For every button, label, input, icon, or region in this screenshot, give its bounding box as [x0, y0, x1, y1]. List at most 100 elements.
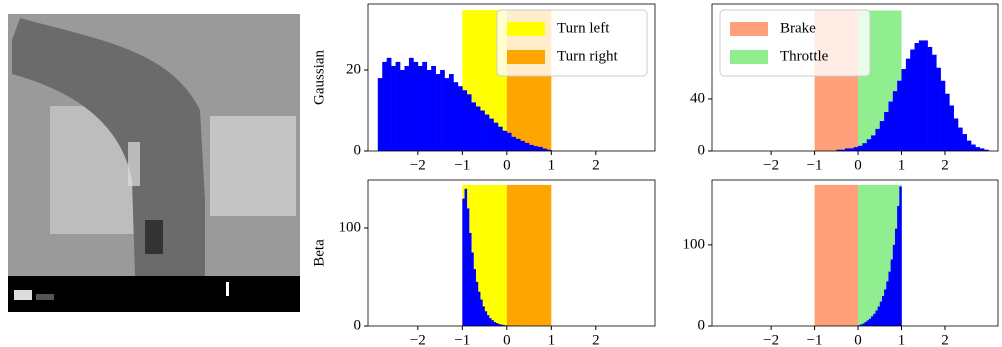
axes-frame [367, 3, 656, 152]
histogram-bar [489, 318, 492, 326]
histogram-bar [866, 139, 872, 151]
legend-swatch [730, 22, 768, 36]
histogram-bar [480, 299, 483, 326]
histogram-bar [482, 306, 485, 326]
histogram-bar [949, 105, 954, 151]
histogram-bar [984, 149, 989, 151]
histogram-bar [480, 110, 485, 151]
histogram-bar [453, 82, 459, 151]
histogram-bar [901, 69, 907, 151]
histogram-bar [962, 134, 968, 151]
span [506, 184, 552, 326]
x-tick-label: 0 [854, 157, 862, 173]
histogram-bar [966, 140, 972, 151]
histogram-bar [840, 149, 846, 151]
x-tick-label: 1 [898, 332, 906, 347]
y-axis-label: Beta [311, 239, 327, 267]
histogram-bar [875, 310, 878, 326]
histogram-bar [484, 311, 488, 326]
histogram-bar [873, 313, 876, 326]
histogram-bar [897, 80, 902, 151]
histogram-bar [888, 101, 894, 151]
histogram-bar [497, 324, 501, 326]
histogram-bar [866, 320, 870, 326]
histogram-bar [466, 94, 472, 151]
histogram-bar [871, 135, 876, 151]
histogram-bar [875, 128, 881, 151]
histogram-bar [533, 146, 539, 151]
histogram-bar [979, 148, 985, 151]
histogram-bar [910, 49, 915, 151]
histogram-bar [845, 148, 850, 151]
histogram-bar [471, 252, 474, 326]
x-tick-label: 0 [503, 332, 511, 347]
histogram-bar [444, 78, 450, 151]
histogram-bar [936, 67, 941, 151]
histogram-bar [858, 145, 863, 151]
x-tick-label: 2 [592, 332, 600, 347]
histogram-bar [927, 46, 933, 152]
histogram-bar [475, 281, 479, 326]
y-tick-label: 0 [354, 317, 362, 333]
histogram-bar [464, 188, 468, 326]
histogram-bar [448, 74, 454, 151]
histogram-bar [435, 74, 441, 151]
histogram-bar [542, 148, 548, 151]
histogram-bar [477, 291, 481, 326]
histogram-bar [897, 205, 900, 326]
histogram-bar [884, 111, 889, 151]
histogram-bar [879, 121, 885, 151]
axes-frame [711, 179, 999, 327]
y-tick-label: 0 [354, 142, 362, 158]
histogram-bar [868, 318, 872, 326]
histogram-bar [462, 198, 465, 326]
histogram-bar [457, 86, 463, 151]
histogram-bar [495, 323, 499, 326]
histogram-bar [466, 208, 470, 326]
histogram-bar [892, 91, 898, 151]
histogram-bar [462, 90, 468, 151]
histogram-bar [400, 70, 405, 151]
y-tick-label: 100 [339, 219, 362, 235]
x-tick-label: −2 [410, 157, 426, 173]
histogram-bar [877, 306, 881, 326]
histogram-bar [853, 147, 859, 151]
histogram-bar [546, 149, 552, 151]
histogram-bar [879, 301, 883, 326]
histogram-bar [975, 147, 981, 151]
x-tick-label: 1 [548, 157, 556, 173]
histogram-bar [923, 40, 928, 152]
histogram-bar [862, 143, 868, 151]
game-screenshot [8, 14, 300, 312]
histogram-bar [529, 144, 534, 151]
histogram-bar [836, 149, 841, 151]
x-tick-label: −2 [410, 332, 426, 347]
histogram-bar [862, 323, 865, 326]
legend-swatch [507, 50, 545, 64]
histogram-bar [471, 102, 476, 151]
histogram-bar [888, 271, 891, 326]
histogram-bar [871, 316, 874, 326]
histogram-bar [884, 289, 887, 326]
histogram-bar [440, 70, 445, 151]
span [814, 184, 859, 326]
histogram-bar [426, 70, 432, 151]
legend-label: Brake [780, 20, 816, 36]
histogram-bar [497, 126, 503, 151]
x-tick-label: 2 [941, 332, 949, 347]
histogram-bar [377, 78, 383, 151]
histogram-bar [971, 144, 976, 151]
histogram-bar [860, 324, 863, 326]
axes-frame [367, 179, 656, 327]
x-tick-label: 1 [548, 332, 556, 347]
histogram-bar [524, 142, 530, 151]
histogram-bar [486, 315, 490, 326]
histogram-bar [914, 43, 920, 151]
histogram-bar [520, 140, 525, 151]
y-tick-label: 40 [690, 90, 705, 106]
x-tick-label: −2 [763, 157, 779, 173]
histogram-bar [491, 320, 494, 326]
x-tick-label: −1 [454, 332, 470, 347]
histogram-bar [864, 321, 868, 326]
histogram-bar [894, 228, 898, 326]
